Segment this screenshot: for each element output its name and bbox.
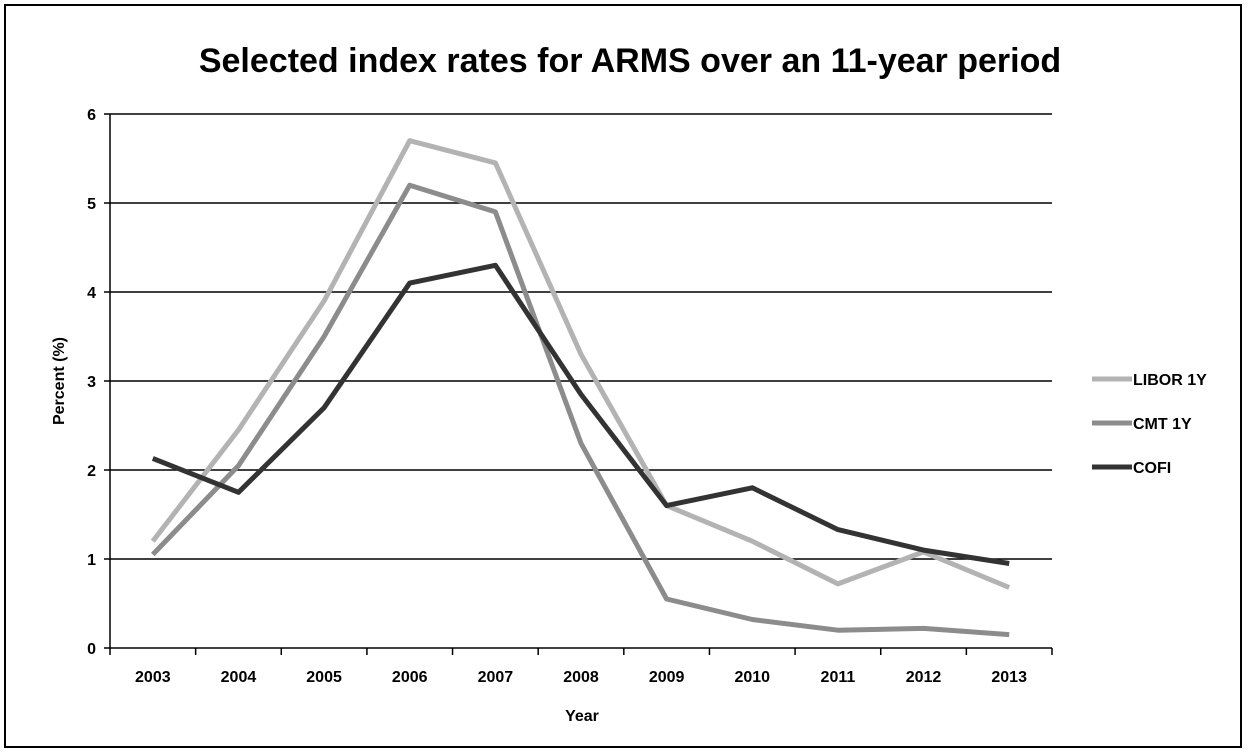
- x-tick-label: 2013: [991, 669, 1027, 686]
- x-axis-label: Year: [565, 708, 599, 725]
- legend-label-libor-1y: LIBOR 1Y: [1133, 372, 1207, 389]
- series-lines: [150, 138, 1011, 638]
- y-tick-label: 0: [87, 641, 96, 658]
- y-tick-label: 6: [87, 107, 96, 124]
- x-tick-label: 2004: [221, 669, 257, 686]
- legend-label-cmt-1y: CMT 1Y: [1133, 416, 1192, 433]
- x-tick-label: 2011: [821, 669, 856, 686]
- y-tick-label: 5: [87, 196, 96, 213]
- x-tick-label: 2003: [135, 669, 171, 686]
- x-tick-label: 2007: [478, 669, 514, 686]
- y-tick-label: 4: [87, 285, 96, 302]
- gridlines: [110, 113, 1052, 560]
- x-tick-label: 2010: [734, 669, 770, 686]
- chart-frame: [4, 4, 1242, 748]
- y-tick-label: 3: [87, 374, 96, 391]
- x-tick-label: 2005: [306, 669, 342, 686]
- series-line-cofi: [151, 262, 1010, 566]
- axes: [104, 113, 1053, 655]
- series-line-libor-1y: [150, 138, 1011, 590]
- y-axis-label: Percent (%): [51, 337, 68, 425]
- series-line-cmt-1y: [151, 182, 1010, 638]
- x-tick-label: 2009: [649, 669, 685, 686]
- x-tick-label: 2008: [563, 669, 599, 686]
- y-tick-label: 1: [87, 552, 96, 569]
- x-tick-label: 2012: [906, 669, 942, 686]
- chart-title: Selected index rates for ARMS over an 11…: [199, 42, 1061, 80]
- x-tick-label: 2006: [392, 669, 428, 686]
- legend: LIBOR 1Y CMT 1Y COFI: [1092, 372, 1207, 477]
- legend-label-cofi: COFI: [1133, 460, 1171, 477]
- x-tick-labels: 2003 2004 2005 2006 2007 2008 2009 2010 2011 2012…: [135, 669, 1027, 686]
- y-tick-labels: 0 1 2 3 4 5 6: [87, 107, 96, 658]
- y-tick-label: 2: [87, 463, 96, 480]
